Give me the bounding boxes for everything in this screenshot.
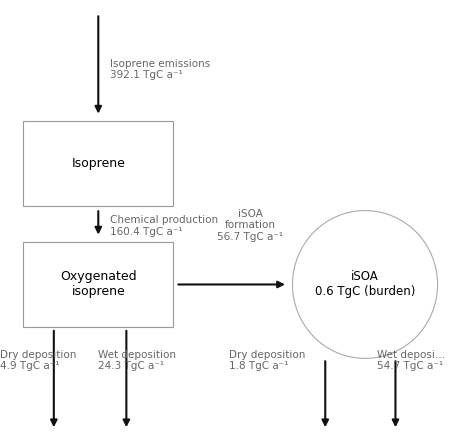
Text: Wet deposition
24.3 TgC a⁻¹: Wet deposition 24.3 TgC a⁻¹	[98, 350, 176, 371]
Text: iSOA
formation
56.7 TgC a⁻¹: iSOA formation 56.7 TgC a⁻¹	[217, 209, 284, 242]
FancyBboxPatch shape	[23, 242, 173, 327]
Text: Oxygenated
isoprene: Oxygenated isoprene	[60, 271, 137, 298]
Text: iSOA
0.6 TgC (burden): iSOA 0.6 TgC (burden)	[315, 271, 415, 298]
Text: Wet deposi…
54.7 TgC a⁻¹: Wet deposi… 54.7 TgC a⁻¹	[377, 350, 445, 371]
Text: Dry deposition
4.9 TgC a⁻¹: Dry deposition 4.9 TgC a⁻¹	[0, 350, 76, 371]
Text: Isoprene emissions
392.1 TgC a⁻¹: Isoprene emissions 392.1 TgC a⁻¹	[110, 59, 210, 80]
FancyBboxPatch shape	[23, 121, 173, 206]
Ellipse shape	[292, 211, 438, 358]
Text: Chemical production
160.4 TgC a⁻¹: Chemical production 160.4 TgC a⁻¹	[110, 215, 218, 237]
Text: Dry deposition
1.8 TgC a⁻¹: Dry deposition 1.8 TgC a⁻¹	[229, 350, 306, 371]
Text: Isoprene: Isoprene	[71, 157, 125, 170]
